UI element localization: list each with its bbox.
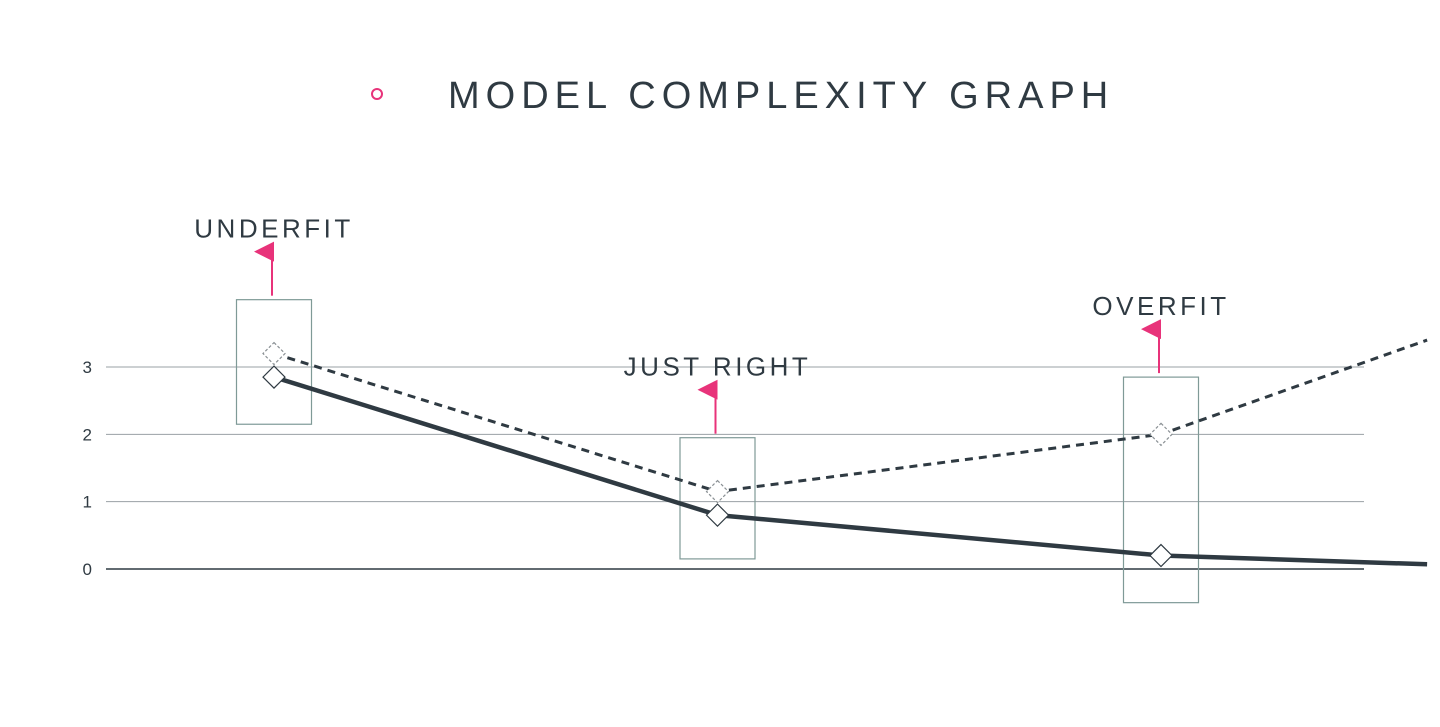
dashed-series-marker-0 [262, 341, 286, 366]
just-right-label: JUST RIGHT [624, 352, 812, 382]
annotation-boxes [235, 299, 1200, 604]
y-tick-label-0: 0 [83, 560, 92, 579]
dashed-series-marker-2 [1149, 422, 1173, 447]
overfit-box [1122, 376, 1200, 604]
solid-series-marker-1 [705, 503, 730, 527]
underfit-label: UNDERFIT [194, 214, 353, 244]
just-right-box [679, 437, 756, 560]
solid-series-marker-2 [1149, 543, 1173, 568]
title-row: MODEL COMPLEXITY GRAPH [0, 70, 1440, 122]
series-lines [273, 338, 1428, 567]
y-tick-label-3: 3 [83, 358, 92, 377]
solid-series-marker-0 [262, 365, 286, 389]
annotations: UNDERFIT JUST RIGHT OVERFIT [194, 214, 1229, 434]
solid-series-line [273, 374, 1428, 567]
dashed-series-marker-1 [705, 479, 730, 504]
underfit-box [235, 299, 313, 425]
overfit-label: OVERFIT [1092, 291, 1229, 321]
title-bullet-icon [371, 88, 383, 100]
y-tick-labels: 0 1 2 3 [83, 358, 92, 579]
y-tick-label-2: 2 [83, 425, 92, 444]
dashed-series-line [273, 338, 1428, 494]
grid-lines [106, 366, 1364, 570]
y-tick-label-1: 1 [83, 493, 92, 512]
data-markers [262, 341, 1173, 568]
chart-title: MODEL COMPLEXITY GRAPH [448, 75, 1115, 117]
